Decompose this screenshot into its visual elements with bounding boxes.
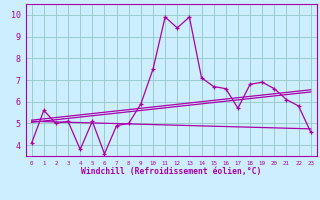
X-axis label: Windchill (Refroidissement éolien,°C): Windchill (Refroidissement éolien,°C) [81,167,261,176]
